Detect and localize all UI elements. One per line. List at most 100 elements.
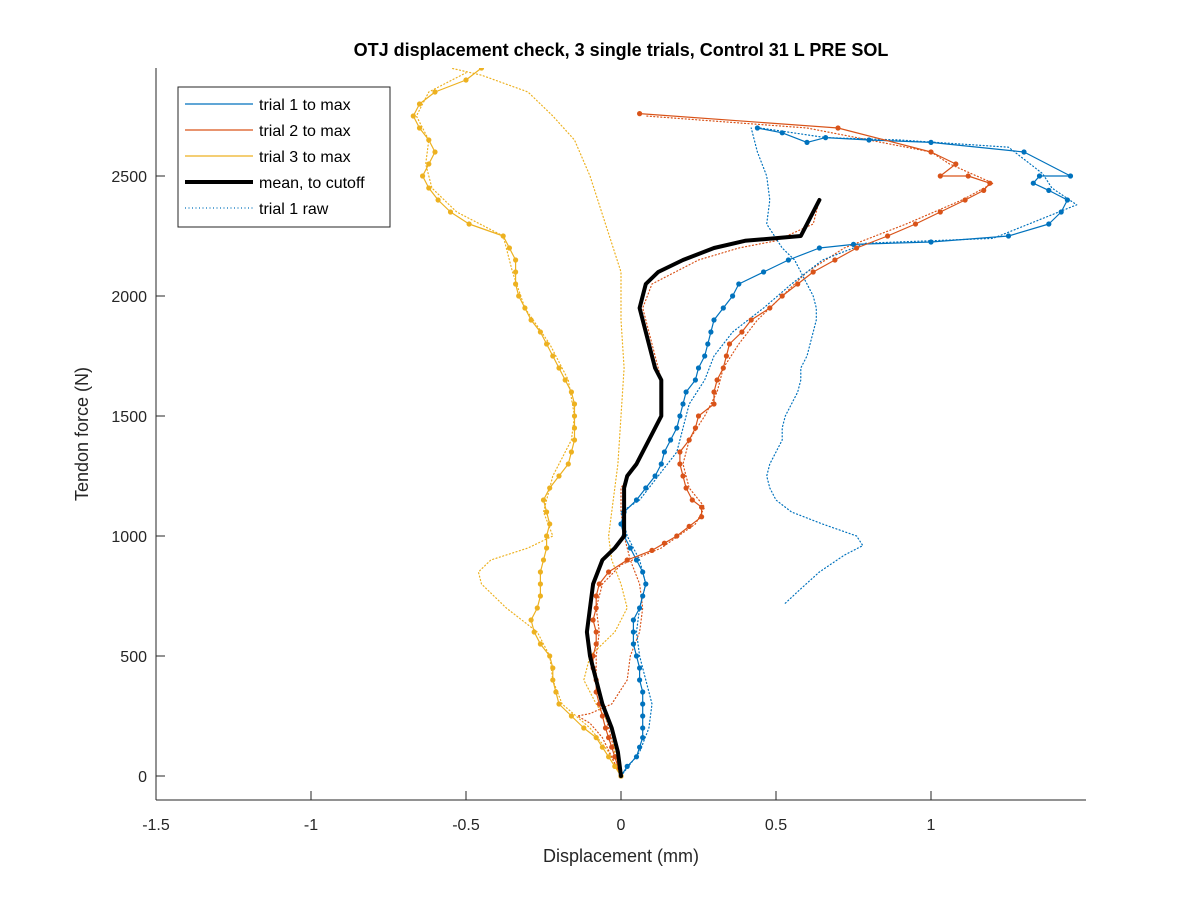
series-3-point-59 bbox=[463, 77, 469, 83]
series-2-point-58 bbox=[835, 125, 841, 131]
y-tick-label-3: 1500 bbox=[111, 409, 147, 426]
series-1-point-53 bbox=[1030, 180, 1036, 186]
series-2-point-40 bbox=[739, 329, 745, 335]
series-1-point-24 bbox=[633, 497, 640, 503]
series-1-point-12 bbox=[630, 641, 637, 647]
series-1-point-32 bbox=[680, 401, 686, 407]
series-1-point-13 bbox=[630, 629, 637, 635]
series-3-point-38 bbox=[537, 329, 544, 335]
series-1-point-51 bbox=[1064, 197, 1070, 203]
series-1-point-49 bbox=[1046, 221, 1052, 227]
series-1-point-33 bbox=[683, 389, 689, 395]
series-2-point-31 bbox=[686, 437, 692, 443]
series-1-point-57 bbox=[928, 139, 934, 145]
y-tick-label-4: 2000 bbox=[111, 289, 147, 306]
series-1-point-31 bbox=[677, 413, 683, 419]
x-tick-label-3: 0 bbox=[617, 817, 626, 834]
series-line-10 bbox=[750, 127, 864, 604]
series-3-point-54 bbox=[426, 137, 432, 143]
series-1-point-8 bbox=[640, 689, 646, 695]
series-1-point-52 bbox=[1046, 187, 1052, 193]
series-2-point-29 bbox=[677, 461, 683, 467]
series-3-point-42 bbox=[513, 281, 519, 287]
series-3-point-6 bbox=[568, 713, 575, 719]
series-2-point-57 bbox=[928, 149, 934, 155]
series-line-9 bbox=[449, 68, 628, 777]
series-1-point-62 bbox=[754, 125, 761, 131]
series-3-point-45 bbox=[506, 245, 512, 251]
series-1-point-41 bbox=[730, 293, 736, 299]
legend-box bbox=[177, 86, 391, 228]
series-1-point-44 bbox=[785, 257, 792, 263]
y-tick-label-5: 2500 bbox=[111, 169, 147, 186]
series-3-point-14 bbox=[528, 617, 534, 623]
legend: trial 1 to max trial 2 to max trial 3 to m… bbox=[177, 86, 391, 228]
series-2-point-51 bbox=[962, 197, 968, 203]
series-line-7 bbox=[415, 72, 622, 777]
series-3-point-15 bbox=[534, 605, 540, 611]
series-3-point-60 bbox=[478, 68, 485, 71]
series-1-point-17 bbox=[643, 581, 649, 587]
x-tick-label-5: 1 bbox=[927, 817, 936, 834]
series-2-point-42 bbox=[767, 305, 773, 311]
series-2-point-54 bbox=[965, 173, 971, 179]
series-3-point-47 bbox=[466, 221, 472, 227]
legend-label-1: trial 2 to max bbox=[259, 123, 351, 140]
series-2-point-38 bbox=[723, 353, 730, 359]
series-1-point-59 bbox=[823, 135, 829, 141]
series-1-point-34 bbox=[692, 377, 699, 383]
series-1-point-6 bbox=[640, 713, 646, 719]
series-2-point-30 bbox=[677, 449, 683, 455]
series-1-point-55 bbox=[1067, 173, 1074, 179]
legend-label-0: trial 1 to max bbox=[259, 97, 351, 114]
series-2-point-39 bbox=[726, 341, 733, 347]
series-1-point-50 bbox=[1058, 209, 1064, 215]
series-3-point-9 bbox=[550, 677, 556, 683]
series-3-point-13 bbox=[531, 629, 537, 635]
series-2-point-28 bbox=[680, 473, 686, 479]
series-1-point-36 bbox=[702, 353, 708, 359]
series-3-point-19 bbox=[540, 557, 547, 563]
series-3-point-28 bbox=[568, 449, 575, 455]
series-3-point-44 bbox=[513, 257, 519, 263]
series-1-point-7 bbox=[640, 701, 646, 707]
series-1-point-4 bbox=[640, 735, 646, 741]
series-2-point-4 bbox=[606, 735, 612, 741]
series-1-point-54 bbox=[1036, 173, 1043, 179]
series-3-point-7 bbox=[556, 701, 562, 707]
series-3-point-20 bbox=[544, 545, 550, 551]
series-3-point-55 bbox=[416, 125, 423, 131]
series-1-point-43 bbox=[761, 269, 767, 275]
series-3-point-10 bbox=[550, 665, 556, 671]
series-1-point-40 bbox=[720, 305, 726, 311]
series-3-point-39 bbox=[528, 317, 534, 323]
series-2-point-15 bbox=[593, 605, 599, 611]
series-2-point-17 bbox=[596, 581, 602, 587]
series-1-point-47 bbox=[928, 239, 934, 245]
series-3-point-34 bbox=[562, 377, 568, 383]
series-1-point-16 bbox=[640, 593, 646, 599]
series-1-point-46 bbox=[850, 241, 857, 247]
series-3-point-32 bbox=[571, 401, 578, 407]
series-2-point-3 bbox=[609, 744, 615, 750]
y-tick-label-0: 0 bbox=[138, 769, 147, 786]
series-3-point-30 bbox=[571, 425, 578, 431]
series-3-point-50 bbox=[426, 185, 432, 191]
series-2-point-24 bbox=[699, 514, 705, 520]
x-tick-label-1: -1 bbox=[304, 817, 318, 834]
series-2-point-21 bbox=[661, 540, 668, 546]
series-1-point-18 bbox=[640, 569, 646, 575]
series-2-point-19 bbox=[624, 557, 630, 563]
series-3-point-52 bbox=[426, 161, 432, 167]
series-3-point-2 bbox=[606, 754, 612, 760]
series-1-point-20 bbox=[627, 545, 633, 551]
series-2-point-16 bbox=[593, 593, 599, 599]
series-1-point-10 bbox=[637, 665, 643, 671]
axes-layer: -1.5 -1 -0.5 0 0.5 1 0 500 1000 1500 2000 2500 bbox=[111, 68, 1086, 834]
series-1-point-3 bbox=[637, 744, 643, 750]
series-3-point-40 bbox=[522, 305, 528, 311]
series-1-point-45 bbox=[816, 245, 823, 251]
series-1-point-1 bbox=[624, 763, 630, 770]
series-2-point-36 bbox=[714, 377, 720, 383]
series-1-point-35 bbox=[695, 365, 702, 371]
